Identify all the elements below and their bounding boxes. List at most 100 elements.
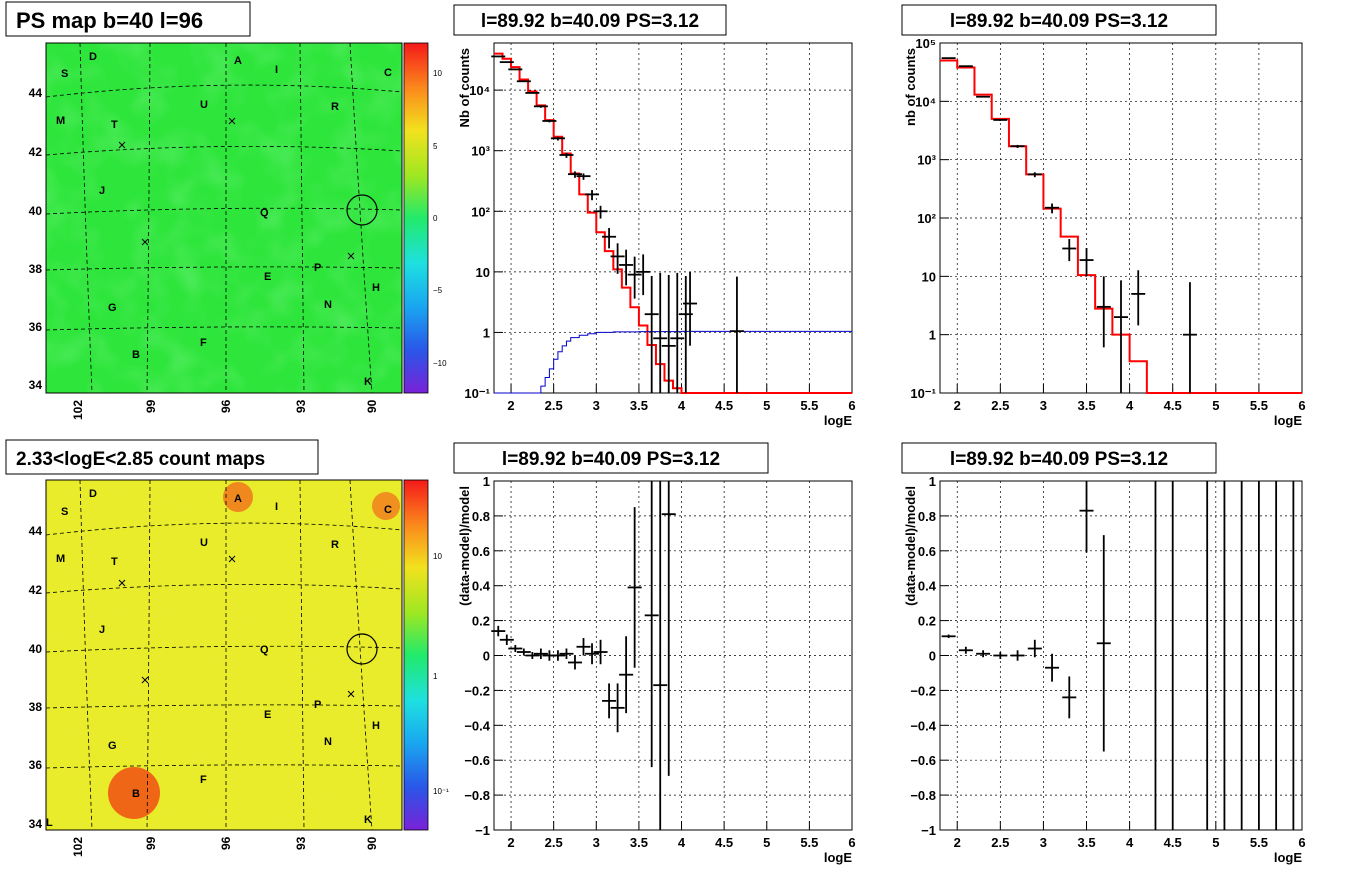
count-map-title: 2.33<logE<2.85 count maps (16, 449, 265, 470)
y-tick-label: −0.6 (910, 753, 936, 768)
source-label-P: P (314, 699, 321, 711)
palette-tick: 1 (433, 672, 438, 681)
source-label-G: G (108, 302, 117, 314)
x-tick-label: 4 (678, 398, 686, 413)
y-tick-label: 0.8 (918, 509, 936, 524)
y-tick-label: 0.8 (472, 509, 490, 524)
x-tick-label: 3 (1040, 398, 1047, 413)
source-label-L: L (46, 817, 53, 829)
y-tick-label: −0.8 (464, 788, 490, 803)
count-map-target-circle (346, 633, 378, 665)
y-tick-label: 0.2 (918, 614, 936, 629)
source-label-E: E (264, 709, 271, 721)
ps-map-xtick: 90 (365, 399, 379, 413)
chart-title-box (453, 442, 769, 474)
x-tick-label: 3 (593, 835, 600, 850)
x-tick-label: 3 (1040, 835, 1047, 850)
count-map-panel: D A I C S M T U R J Q P H E N G F B K L … (5, 439, 449, 857)
source-label-M: M (56, 115, 65, 127)
ps-map-panel: D A I C S M T U R J Q P H E N G F B K 10… (5, 1, 447, 420)
spectrum-chart: 2 2.5 3 3.5 4 4.5 5 5.5 6 10⁻¹ 1 10 10² 10³ 10⁴ logE Nb … (453, 4, 856, 428)
y-tick-label: −0.2 (910, 683, 936, 698)
x-tick-label: 6 (848, 835, 855, 850)
count-map-ytick: 44 (29, 524, 43, 538)
y-tick-label: 0 (929, 649, 936, 664)
chart-title-box (901, 4, 1217, 36)
x-tick-label: 6 (848, 398, 855, 413)
palette-tick: 10⁻¹ (433, 787, 449, 796)
y-tick-label: 0 (483, 649, 490, 664)
source-label-Q: Q (260, 207, 269, 219)
ps-map-ytick: 34 (29, 378, 43, 392)
x-tick-label: 4.5 (1164, 835, 1182, 850)
source-label-B: B (132, 349, 140, 361)
y-tick-label: 0.4 (918, 579, 937, 594)
palette-tick: 10 (433, 69, 442, 78)
source-label-U: U (200, 537, 208, 549)
count-map-title-box (5, 439, 319, 475)
chart-title: l=89.92 b=40.09 PS=3.12 (481, 11, 699, 32)
ps-map-palette (403, 42, 429, 394)
x-tick-label: 5 (763, 835, 770, 850)
x-axis-label: logE (1274, 850, 1302, 865)
source-label-I: I (275, 501, 278, 513)
ps-map-xtick: 99 (144, 399, 158, 413)
source-label-A: A (234, 493, 242, 505)
y-axis-label: Nb of counts (457, 48, 472, 127)
y-tick-label: 0.4 (472, 579, 491, 594)
y-tick-label: 10² (471, 204, 490, 219)
count-map-xtick: 93 (294, 836, 308, 850)
ps-map-texture (46, 43, 402, 393)
palette-tick: −10 (433, 359, 447, 368)
y-tick-label: −1 (921, 823, 936, 838)
source-label-B: B (132, 788, 140, 800)
count-map-palette (403, 479, 429, 831)
source-label-M: M (56, 553, 65, 565)
x-tick-label: 5 (1212, 835, 1219, 850)
x-tick-label: 3.5 (1077, 835, 1095, 850)
ps-map-x-ticks: 102 99 96 93 90 (71, 399, 379, 420)
x-tick-label: 2 (954, 398, 961, 413)
chart-title-box (901, 442, 1217, 474)
y-tick-label: 10⁻¹ (910, 386, 936, 401)
x-tick-label: 2.5 (545, 835, 563, 850)
source-label-D: D (89, 51, 97, 63)
x-tick-label: 4 (678, 835, 686, 850)
ps-map-grid (45, 42, 403, 394)
x-tick-label: 3.5 (630, 835, 648, 850)
x-tick-label: 3 (593, 398, 600, 413)
count-map-palette-ticks: 10 1 10⁻¹ (433, 552, 449, 796)
chart-title: l=89.92 b=40.09 PS=3.12 (950, 449, 1168, 470)
chart-title: l=89.92 b=40.09 PS=3.12 (502, 449, 720, 470)
ps-map-cross-markers (118, 117, 355, 260)
x-axis-label: logE (824, 413, 852, 428)
count-map-hotspot (223, 482, 253, 512)
ps-map-xtick: 102 (71, 400, 85, 420)
ps-map-ytick: 44 (29, 86, 43, 100)
x-tick-label: 4 (1126, 398, 1134, 413)
count-map-xtick: 90 (365, 836, 379, 850)
count-map-source-labels: D A I C S M T U R J Q P H E N G F B K L (46, 488, 392, 829)
source-label-C: C (384, 504, 392, 516)
source-label-S: S (61, 506, 68, 518)
y-tick-label: 10⁴ (469, 83, 490, 98)
y-tick-label: 1 (929, 474, 936, 489)
source-label-R: R (331, 101, 339, 113)
ps-map-ytick: 42 (29, 145, 43, 159)
spectrum-chart-bin: 2 2.5 3 3.5 4 4.5 5 5.5 6 10⁻¹ 1 10 10² 10³ 10⁴ 10⁵ logE… (901, 4, 1306, 428)
x-tick-label: 5.5 (800, 835, 818, 850)
ps-map-palette-ticks: 10 5 0 −5 −10 (433, 69, 447, 368)
y-tick-label: −0.2 (464, 683, 490, 698)
source-label-K: K (364, 376, 372, 388)
x-tick-label: 4.5 (1164, 398, 1182, 413)
source-label-J: J (99, 185, 105, 197)
y-tick-label: 0.6 (472, 544, 490, 559)
count-map-y-ticks: 44 42 40 38 36 34 (29, 524, 43, 831)
ps-map-ytick: 40 (29, 204, 43, 218)
count-map-texture (46, 480, 402, 830)
ps-map-xtick: 93 (294, 399, 308, 413)
source-label-G: G (108, 740, 117, 752)
source-label-H: H (372, 282, 380, 294)
count-map-ytick: 42 (29, 583, 43, 597)
